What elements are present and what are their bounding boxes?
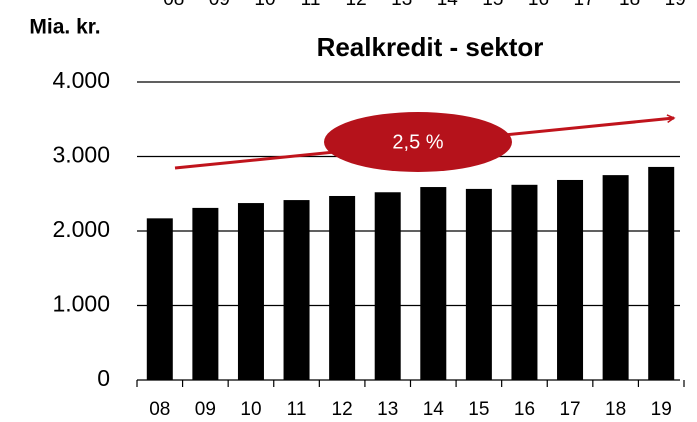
x-tick-label-top: 08	[163, 0, 184, 10]
x-tick-label-top: 13	[391, 0, 412, 10]
bar	[146, 218, 173, 380]
annotation: 2,5 %	[392, 131, 443, 153]
x-tick-label-top: 15	[482, 0, 503, 10]
bar	[465, 188, 492, 380]
bar	[237, 203, 264, 380]
x-tick-label-top: 14	[437, 0, 459, 10]
x-tick-label-top: 18	[619, 0, 640, 10]
bar	[329, 195, 356, 380]
y-tick-label: 0	[97, 365, 110, 391]
y-tick-label: 1.000	[52, 291, 110, 317]
bar	[557, 179, 584, 380]
x-tick-label: 14	[423, 399, 445, 420]
x-tick-label: 12	[332, 399, 353, 420]
x-tick-label: 19	[651, 399, 672, 420]
x-tick-label-top: 17	[573, 0, 594, 10]
bars	[146, 166, 675, 380]
x-tick-label-top: 10	[254, 0, 275, 10]
x-tick-label: 15	[468, 399, 489, 420]
y-tick-label: 2.000	[52, 216, 110, 242]
x-tick-label: 13	[377, 399, 398, 420]
x-tick-label: 11	[287, 399, 307, 420]
grid	[136, 81, 685, 387]
bar	[420, 187, 447, 380]
x-tick-label: 16	[514, 399, 535, 420]
y-axis-label: Mia. kr.	[29, 16, 100, 39]
x-tick-label-top: 16	[528, 0, 549, 10]
bar	[602, 175, 629, 380]
x-tick-label: 10	[240, 399, 261, 420]
x-tick-label-top: 19	[665, 0, 686, 10]
x-tick-label: 17	[559, 399, 580, 420]
x-tick-label: 18	[605, 399, 626, 420]
x-tick-label-top: 12	[346, 0, 367, 10]
x-tick-label: 08	[149, 399, 170, 420]
annotation-bubble	[324, 112, 512, 172]
x-tick-label-top: 09	[209, 0, 230, 10]
x-tick-label-top: 11	[301, 0, 321, 10]
bar	[283, 200, 310, 380]
bar	[511, 184, 538, 380]
y-tick-label: 4.000	[52, 67, 110, 93]
y-tick-label: 3.000	[52, 142, 110, 168]
x-tick-label: 09	[195, 399, 216, 420]
bar	[648, 166, 675, 380]
bar	[374, 192, 401, 380]
chart-title: Realkredit - sektor	[317, 32, 544, 62]
bar	[192, 207, 219, 380]
